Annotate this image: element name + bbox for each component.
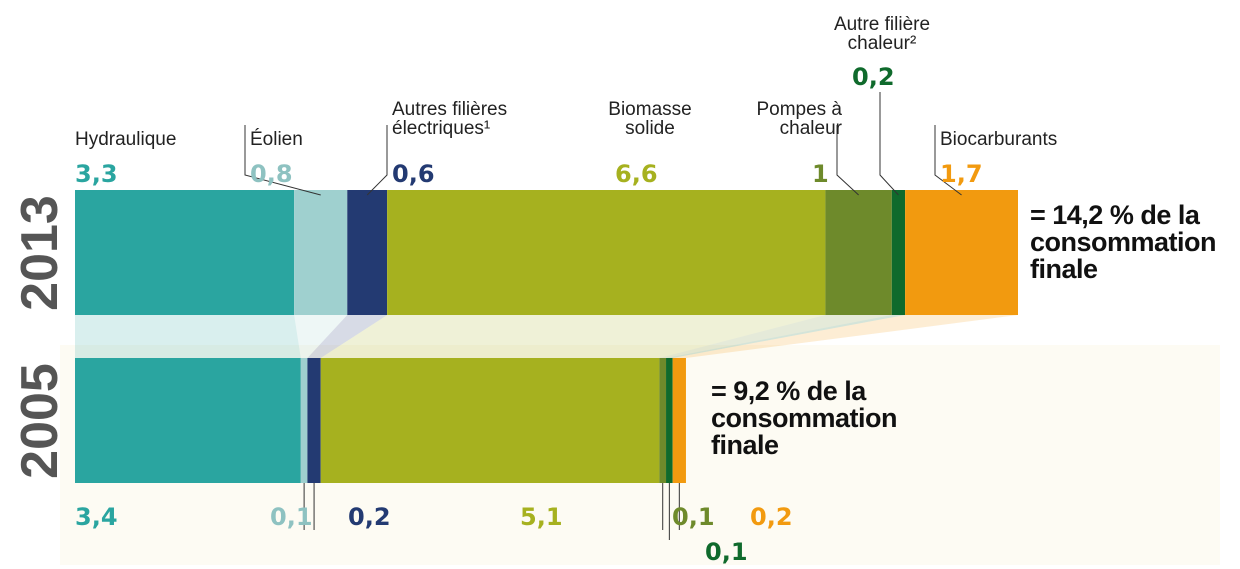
- value-label: 1: [812, 160, 829, 188]
- connector: [320, 315, 826, 358]
- annotation: = 14,2 % de la consommation finale: [1030, 200, 1217, 284]
- bar-segment: [387, 190, 826, 315]
- leader-line: [934, 125, 962, 196]
- annotation: = 9,2 % de la consommation finale: [710, 376, 898, 460]
- value-label: 0,8: [250, 160, 293, 188]
- connector: [666, 315, 906, 358]
- bar-segment: [320, 358, 660, 483]
- value-label: 6,6: [615, 160, 658, 188]
- value-label: 3,3: [75, 160, 118, 188]
- bar-segment: [300, 358, 308, 483]
- bar-segment: [294, 190, 348, 315]
- bar-segment: [75, 358, 301, 483]
- bar-segment: [659, 358, 667, 483]
- bar-segment: [825, 190, 892, 315]
- leader-line: [879, 92, 899, 196]
- connector: [75, 315, 301, 358]
- value-label: 0,1: [270, 503, 313, 531]
- bar-segment: [891, 190, 906, 315]
- value-label: 0,1: [672, 503, 715, 531]
- connector: [659, 315, 892, 358]
- legend-label: Autres filières électriques¹: [392, 99, 508, 139]
- leader-line: [366, 125, 388, 196]
- connector: [294, 315, 348, 358]
- connector: [307, 315, 388, 358]
- bar-segment: [75, 190, 295, 315]
- connector: [672, 315, 1018, 358]
- bar-segment: [905, 190, 1018, 315]
- legend-label: Éolien: [250, 129, 303, 150]
- bar-segment: [347, 190, 388, 315]
- bar-segment: [672, 358, 686, 483]
- leader-line: [836, 125, 859, 196]
- legend-label: Biocarburants: [940, 129, 1058, 150]
- value-label: 0,2: [750, 503, 793, 531]
- value-label: 0,1: [705, 538, 748, 566]
- bar-segment: [307, 358, 321, 483]
- value-label: 5,1: [520, 503, 563, 531]
- value-label: 0,2: [348, 503, 391, 531]
- value-label: 1,7: [940, 160, 983, 188]
- leader-line: [244, 125, 321, 196]
- legend-label: Pompes à chaleur: [756, 99, 842, 139]
- legend-label: Biomasse solide: [608, 99, 692, 139]
- value-label: 3,4: [75, 503, 118, 531]
- legend-label: Hydraulique: [75, 129, 177, 150]
- year-label: 2013: [11, 194, 69, 311]
- legend-label: Autre filière chaleur²: [833, 14, 931, 54]
- bar-segment: [666, 358, 673, 483]
- value-label: 0,6: [392, 160, 435, 188]
- value-label: 0,2: [852, 63, 895, 91]
- year-label: 2005: [11, 362, 69, 479]
